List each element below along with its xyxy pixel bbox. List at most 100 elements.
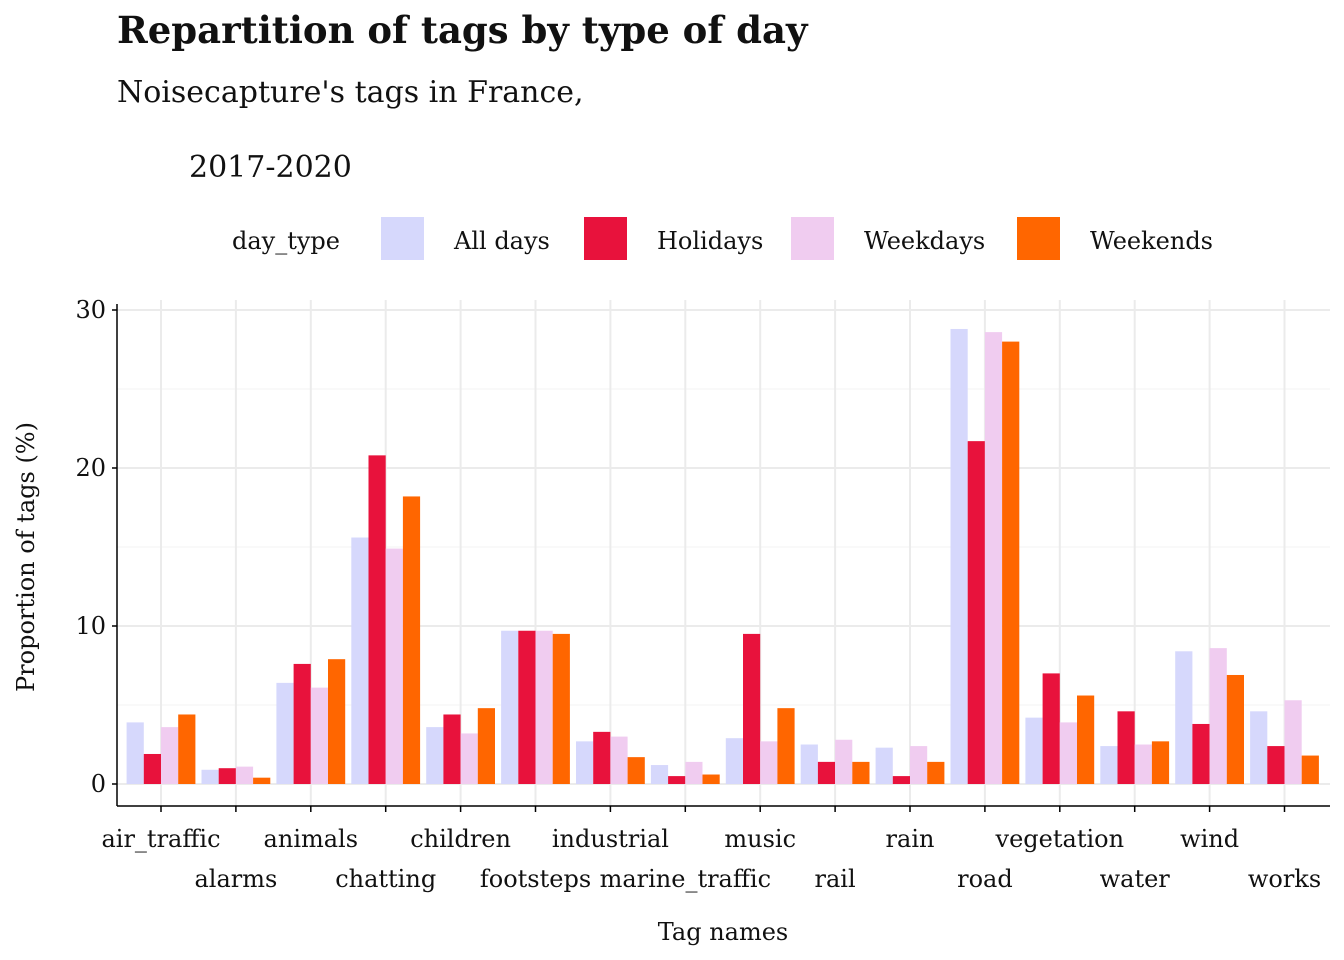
chart-subtitle-years: 2017-2020 (189, 150, 352, 185)
x-tick-label: rain (886, 825, 935, 853)
bar (351, 537, 369, 784)
bar (1175, 651, 1193, 784)
bar (1059, 722, 1077, 784)
x-tick-label: footsteps (480, 865, 591, 893)
x-tick-label: music (724, 825, 796, 853)
bar (143, 753, 161, 784)
y-tick-label: 20 (75, 454, 106, 482)
bar (777, 708, 795, 784)
bar (178, 714, 196, 784)
bar (535, 630, 553, 784)
bar (967, 441, 985, 784)
bar (1209, 648, 1227, 784)
legend-title: day_type (232, 227, 340, 255)
bar (1025, 717, 1043, 784)
bar (817, 761, 836, 784)
legend-swatch (584, 217, 627, 260)
bar (760, 741, 778, 784)
bar (984, 332, 1003, 784)
bar (201, 769, 219, 784)
legend-label: Weekends (1090, 227, 1213, 255)
bar (1284, 700, 1302, 784)
bar (368, 455, 386, 784)
bar (610, 736, 628, 784)
bar (1226, 674, 1244, 784)
bar (725, 738, 743, 784)
bar (501, 630, 519, 784)
chart-title: Repartition of tags by type of day (117, 8, 808, 52)
bar (875, 747, 893, 784)
bar (1042, 673, 1060, 784)
legend-swatch (791, 217, 834, 260)
bar (1100, 746, 1118, 784)
bar (1077, 695, 1095, 784)
bar (253, 777, 271, 784)
bar (218, 768, 236, 784)
bar (892, 776, 910, 784)
bar (126, 722, 144, 784)
bar (910, 746, 928, 784)
x-tick-label: alarms (194, 865, 277, 893)
bar (460, 733, 478, 784)
x-tick-label: road (957, 865, 1013, 893)
y-axis-title: Proportion of tags (%) (12, 422, 40, 692)
bar (1267, 746, 1285, 784)
bar (650, 765, 669, 784)
bar (477, 708, 495, 784)
bar (426, 727, 444, 784)
bar (927, 761, 945, 784)
bar (668, 776, 686, 784)
bar (852, 761, 870, 784)
legend-label: Weekdays (864, 227, 985, 255)
legend-swatch (381, 217, 424, 260)
y-tick-label: 0 (91, 770, 106, 798)
bar (835, 739, 853, 784)
bar (518, 630, 536, 784)
bar (743, 633, 761, 784)
bar (950, 328, 968, 784)
bar (1301, 755, 1319, 784)
x-tick-label: marine_traffic (600, 865, 771, 893)
x-tick-label: vegetation (995, 825, 1125, 853)
x-tick-label: wind (1180, 825, 1239, 853)
bar (685, 761, 703, 784)
bar (1117, 711, 1135, 784)
bar (1250, 711, 1268, 784)
bar (593, 731, 611, 784)
bar (1151, 741, 1170, 784)
x-tick-label: children (410, 825, 511, 853)
bar (293, 663, 311, 784)
bar (328, 659, 346, 784)
x-tick-label: water (1100, 865, 1171, 893)
bar (276, 682, 294, 784)
bar (576, 741, 594, 784)
bar (627, 757, 645, 784)
bar (310, 687, 328, 784)
x-tick-label: rail (815, 865, 856, 893)
x-tick-label: animals (264, 825, 359, 853)
x-tick-label: works (1248, 865, 1321, 893)
legend-swatch (1017, 217, 1060, 260)
y-tick-label: 30 (75, 296, 106, 324)
x-tick-label: industrial (552, 825, 669, 853)
y-tick-label: 10 (75, 612, 106, 640)
x-tick-label: air_traffic (101, 825, 220, 853)
legend-label: Holidays (657, 227, 763, 255)
bars (126, 328, 1319, 784)
bar (402, 496, 421, 784)
bar (1002, 341, 1020, 784)
bar (702, 774, 720, 784)
bar (443, 714, 461, 784)
legend: day_type All days Holidays Weekdays Weekend… (232, 217, 1213, 260)
bar (800, 744, 818, 784)
bar (385, 548, 403, 784)
bar (552, 633, 570, 784)
bar (161, 727, 179, 784)
chart-subtitle: Noisecapture's tags in France, (117, 75, 584, 110)
bar (235, 766, 254, 784)
legend-label: All days (453, 227, 550, 255)
bar (1192, 723, 1210, 784)
x-axis-title: Tag names (658, 918, 789, 946)
